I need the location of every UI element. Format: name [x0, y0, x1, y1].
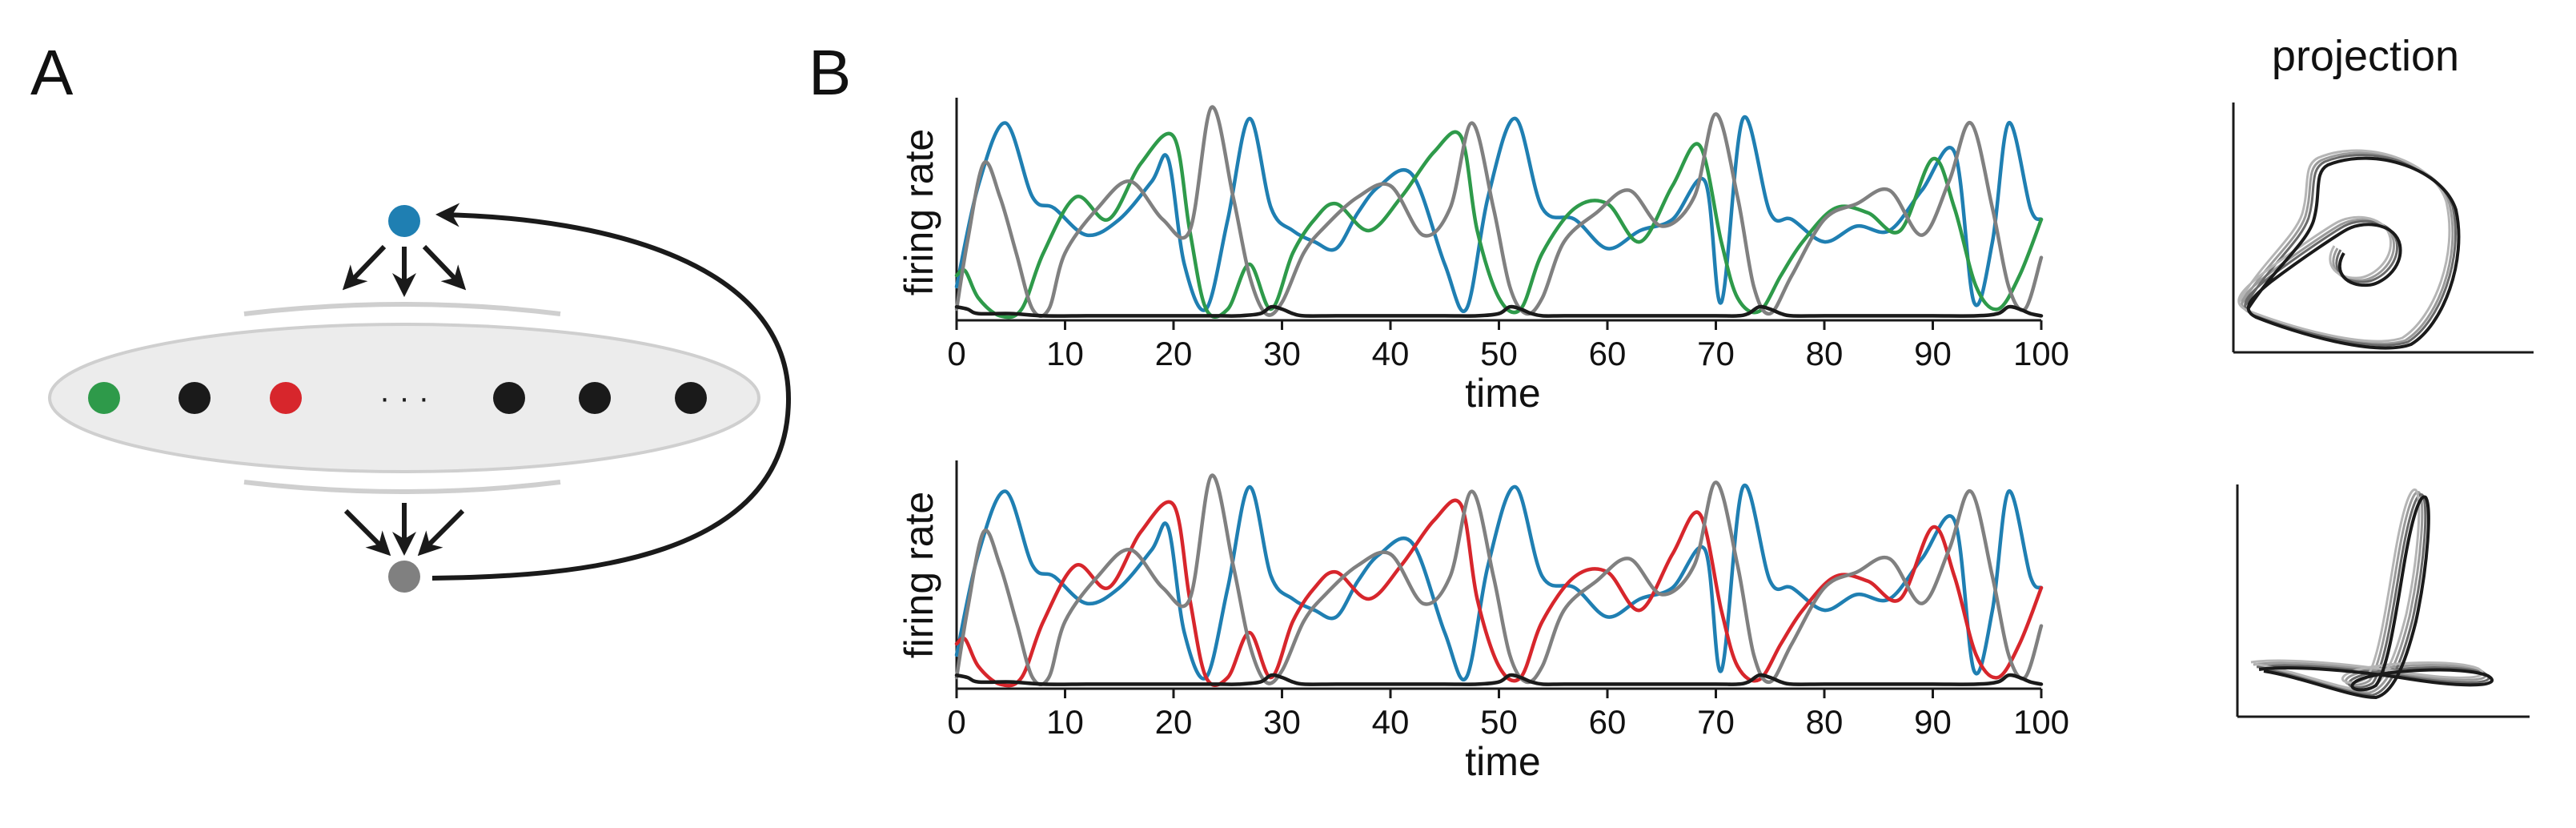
top-x-tick-label: 20	[1155, 335, 1193, 372]
top-x-tick-label: 70	[1697, 335, 1735, 372]
bottom-x-tick-label: 100	[2013, 703, 2069, 741]
bottom-x-tick-label: 20	[1155, 703, 1193, 741]
bottom-x-tick-label: 0	[947, 703, 965, 741]
panel-a: A · · ·	[30, 37, 792, 593]
neuron-black-4	[675, 382, 707, 414]
top-x-tick-label: 90	[1914, 335, 1952, 372]
arrow-bottom-right	[417, 508, 465, 557]
arrow-top-right	[422, 244, 467, 291]
neuron-gray-bottom	[388, 561, 420, 593]
chart-bottom: 0 10 20 30 40 50 60 70 80 90 100 time firing rate	[897, 460, 2069, 784]
lower-arc	[243, 480, 561, 494]
bottom-x-tick-label: 30	[1263, 703, 1301, 741]
bottom-x-tick-label: 40	[1372, 703, 1410, 741]
feedback-arrow	[431, 203, 792, 581]
bottom-x-tick-label: 90	[1914, 703, 1952, 741]
top-x-tick-label: 100	[2013, 335, 2069, 372]
upper-arc	[243, 302, 561, 316]
projection-panel: projection	[2232, 32, 2534, 718]
bottom-x-axis-title: time	[1465, 739, 1540, 784]
panel-b: B	[809, 37, 851, 108]
top-series-line-1	[954, 130, 2044, 320]
top-x-tick-label: 60	[1589, 335, 1627, 372]
top-x-tick-label: 80	[1806, 335, 1844, 372]
top-x-tick-label: 50	[1480, 335, 1518, 372]
panel-a-label: A	[30, 37, 74, 108]
population-ellipse	[48, 323, 760, 473]
top-x-axis-title: time	[1465, 371, 1540, 416]
projection-title: projection	[2272, 32, 2459, 80]
top-x-tick-label: 0	[947, 335, 965, 372]
top-y-axis-title: firing rate	[897, 129, 941, 295]
bottom-x-tick-label: 70	[1697, 703, 1735, 741]
bottom-x-tick-label: 80	[1806, 703, 1844, 741]
ellipsis: · · ·	[379, 380, 429, 416]
projection-top-attractor	[2237, 149, 2461, 350]
bottom-series-line-0	[954, 483, 2044, 681]
chart-top: 0 10 20 30 40 50 60 70 80 90 100 time firing rate	[897, 98, 2069, 416]
bottom-series-line-2	[954, 473, 2044, 686]
arrow-bottom-left	[343, 508, 391, 557]
neuron-blue-top	[388, 205, 420, 237]
top-series-line-2	[954, 105, 2044, 318]
neuron-green	[88, 382, 120, 414]
projection-bottom-attractor	[2250, 488, 2494, 699]
projection-bottom	[2236, 484, 2530, 718]
panel-b-label: B	[809, 37, 851, 108]
bottom-x-tick-label: 50	[1480, 703, 1518, 741]
neuron-black-1	[179, 382, 211, 414]
neuron-black-2	[493, 382, 525, 414]
top-series-line-3	[954, 304, 2044, 318]
projection-top	[2232, 102, 2534, 354]
top-x-tick-label: 30	[1263, 335, 1301, 372]
top-x-tick-label: 40	[1372, 335, 1410, 372]
bottom-y-axis-title: firing rate	[897, 492, 941, 658]
bottom-x-tick-label: 60	[1589, 703, 1627, 741]
top-x-tick-label: 10	[1046, 335, 1084, 372]
bottom-series-line-1	[954, 498, 2044, 688]
neuron-black-3	[579, 382, 611, 414]
top-series-line-0	[954, 115, 2044, 313]
bottom-series-line-3	[954, 673, 2044, 686]
neuron-red	[270, 382, 302, 414]
arrow-top-left	[342, 244, 387, 291]
bottom-x-tick-label: 10	[1046, 703, 1084, 741]
